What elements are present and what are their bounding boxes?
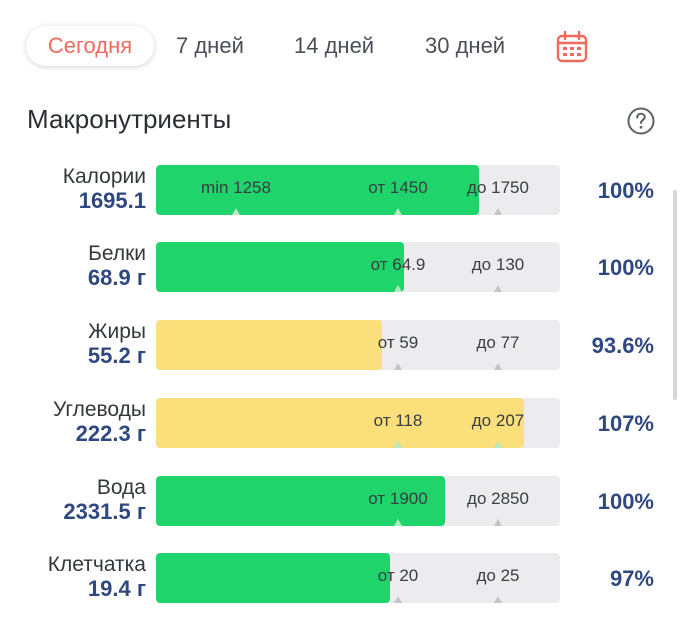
target-label: до 207 [471, 411, 525, 430]
target-label: min 1258 [201, 178, 271, 197]
target-marker [494, 208, 502, 215]
progress-track: от 118 до 207 [156, 398, 560, 448]
nutrient-name: Калории [62, 165, 146, 188]
target-label: от 1900 [368, 489, 428, 508]
target-marker [394, 285, 402, 292]
nutrient-amount: 19.4 г [87, 576, 146, 601]
progress-fill [156, 476, 445, 526]
nutrient-amount: 1695.1 [78, 188, 146, 213]
target-marker [494, 363, 502, 370]
nutrient-row[interactable]: Вода 2331.5 г от 1900 до 2850 100% [0, 476, 680, 536]
progress-track: min 1258 от 1450 до 1750 [156, 165, 560, 215]
scrollbar[interactable] [673, 190, 677, 400]
target-marker [494, 596, 502, 603]
progress-fill [156, 242, 404, 292]
nutrient-percent: 107% [597, 411, 654, 436]
period-tabs: Сегодня 7 дней 14 дней 30 дней [0, 0, 680, 95]
nutrient-row[interactable]: Калории 1695.1 min 1258 от 1450 до 1750 100% [0, 165, 680, 225]
nutrient-percent: 100% [597, 255, 654, 280]
target-label: до 1750 [467, 178, 529, 197]
nutrient-percent: 100% [597, 178, 654, 203]
nutrient-row[interactable]: Белки 68.9 г от 64.9 до 130 100% [0, 242, 680, 302]
target-label: до 2850 [467, 489, 529, 508]
progress-track: от 64.9 до 130 [156, 242, 560, 292]
target-label: от 20 [377, 566, 419, 585]
target-marker [394, 363, 402, 370]
target-marker [494, 285, 502, 292]
progress-fill [156, 320, 382, 370]
target-label: до 77 [476, 333, 520, 352]
target-marker [494, 519, 502, 526]
tab-30-days[interactable]: 30 дней [425, 33, 506, 58]
target-label: от 64.9 [370, 255, 426, 274]
section-title: Макронутриенты [27, 104, 232, 134]
target-label: до 130 [471, 255, 525, 274]
target-marker [394, 441, 402, 448]
calendar-icon[interactable] [555, 30, 589, 64]
nutrient-row[interactable]: Углеводы 222.3 г от 118 до 207 107% [0, 398, 680, 458]
nutrient-percent: 93.6% [591, 333, 654, 358]
nutrient-name: Клетчатка [47, 553, 146, 576]
target-label: от 118 [373, 411, 423, 430]
target-marker [232, 208, 240, 215]
progress-fill [156, 553, 390, 603]
target-marker [394, 519, 402, 526]
tab-7-days[interactable]: 7 дней [176, 33, 244, 58]
tab-today[interactable]: Сегодня [26, 26, 154, 66]
nutrient-name: Вода [96, 476, 146, 499]
target-marker [394, 596, 402, 603]
progress-track: от 1900 до 2850 [156, 476, 560, 526]
progress-track: от 20 до 25 [156, 553, 560, 603]
nutrient-name: Углеводы [52, 398, 146, 421]
help-icon[interactable] [626, 106, 656, 136]
nutrient-row[interactable]: Жиры 55.2 г от 59 до 77 93.6% [0, 320, 680, 380]
progress-fill [156, 398, 524, 448]
target-label: от 1450 [368, 178, 428, 197]
nutrient-amount: 222.3 г [75, 421, 146, 446]
nutrient-row[interactable]: Клетчатка 19.4 г от 20 до 25 97% [0, 553, 680, 613]
target-marker [394, 208, 402, 215]
tab-14-days[interactable]: 14 дней [294, 33, 375, 58]
target-label: до 25 [476, 566, 520, 585]
nutrient-name: Жиры [88, 320, 146, 343]
target-marker [494, 441, 502, 448]
target-label: от 59 [377, 333, 419, 352]
progress-track: от 59 до 77 [156, 320, 560, 370]
nutrient-amount: 2331.5 г [63, 499, 146, 524]
nutrient-name: Белки [88, 242, 146, 265]
nutrient-percent: 100% [597, 489, 654, 514]
progress-fill [156, 165, 479, 215]
nutrient-amount: 68.9 г [87, 265, 146, 290]
nutrient-amount: 55.2 г [87, 343, 146, 368]
nutrient-percent: 97% [609, 566, 654, 591]
